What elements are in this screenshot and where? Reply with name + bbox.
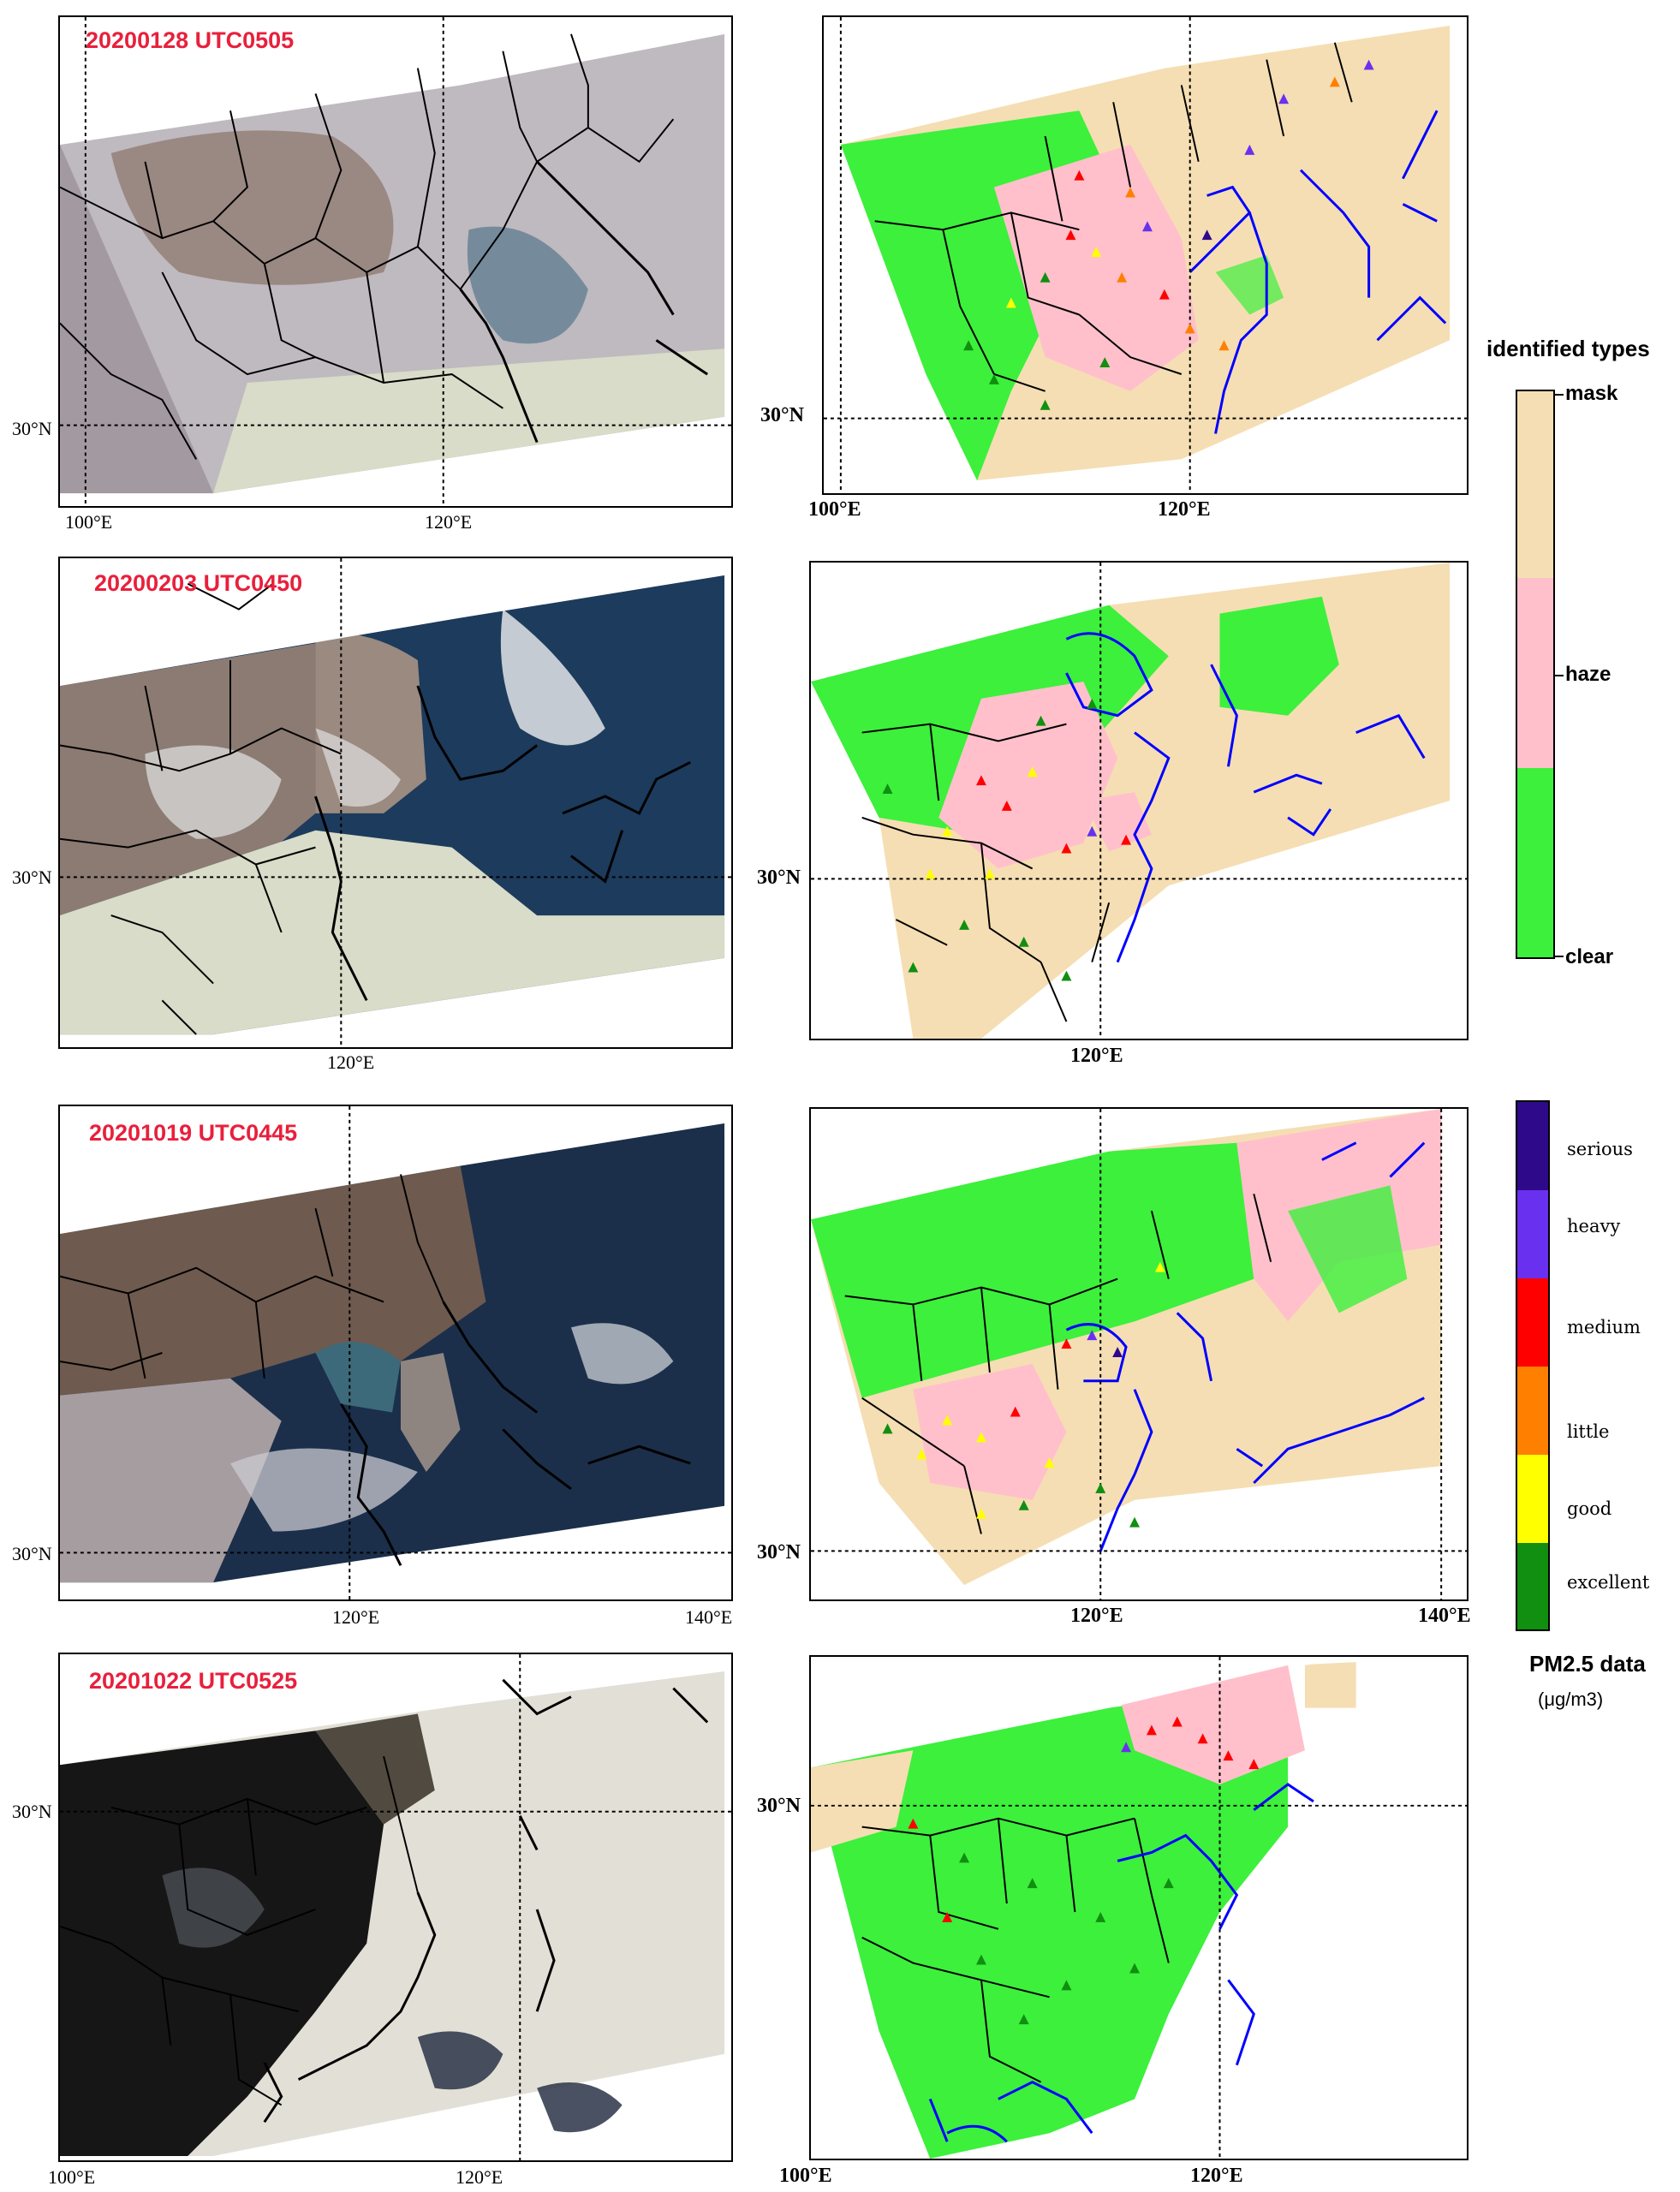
pm-label-medium: medium xyxy=(1567,1317,1641,1337)
satellite-image-2 xyxy=(60,558,731,1047)
lon-label: 120°E xyxy=(1158,498,1211,521)
lat-label: 30°N xyxy=(760,404,804,426)
pm-station-markers xyxy=(882,1261,1165,1528)
identified-panel-3 xyxy=(809,1107,1469,1601)
lon-label: 100°E xyxy=(65,511,113,533)
lat-label: 30°N xyxy=(757,1541,801,1564)
haze-swatch xyxy=(1517,578,1553,768)
satellite-panel-3: 20201019 UTC0445 xyxy=(58,1105,733,1601)
lat-label: 30°N xyxy=(757,1795,801,1817)
identified-types-title: identified types xyxy=(1486,336,1650,361)
lon-label: 120°E xyxy=(1070,1605,1123,1627)
panel-title: 20201019 UTC0445 xyxy=(89,1120,298,1146)
mask-swatch xyxy=(1517,391,1553,578)
satellite-image-4 xyxy=(60,1654,731,2160)
medium-swatch xyxy=(1517,1278,1548,1367)
lon-label: 120°E xyxy=(425,511,473,533)
colorbar-tick xyxy=(1555,394,1564,396)
lat-label: 30°N xyxy=(12,418,52,439)
lat-label: 30°N xyxy=(757,867,801,889)
panel-title: 20200128 UTC0505 xyxy=(86,27,295,53)
lon-label: 120°E xyxy=(1190,2165,1243,2187)
pm-station-markers xyxy=(908,1716,1260,2025)
legend-label-mask: mask xyxy=(1565,382,1618,405)
pm25-title: PM2.5 data xyxy=(1529,1651,1646,1677)
pm-label-serious: serious xyxy=(1567,1139,1633,1159)
identified-map-4 xyxy=(811,1657,1467,2159)
identified-map-3 xyxy=(811,1109,1467,1599)
clear-swatch xyxy=(1517,768,1553,957)
colorbar-tick xyxy=(1555,956,1564,957)
lat-label: 30°N xyxy=(12,1543,52,1564)
identified-panel-2 xyxy=(809,561,1469,1040)
lon-label: 140°E xyxy=(1418,1605,1471,1627)
panel-title: 20200203 UTC0450 xyxy=(94,570,303,596)
satellite-image-3 xyxy=(60,1106,731,1599)
lon-label: 140°E xyxy=(685,1606,733,1628)
colorbar-tick xyxy=(1555,675,1564,676)
lon-label: 100°E xyxy=(808,498,861,521)
serious-swatch xyxy=(1517,1102,1548,1190)
panel-title: 20201022 UTC0525 xyxy=(89,1668,298,1694)
excellent-swatch xyxy=(1517,1543,1548,1629)
lon-label: 120°E xyxy=(327,1051,375,1073)
identified-panel-1 xyxy=(822,15,1469,495)
identified-types-colorbar xyxy=(1516,390,1555,959)
lon-label: 100°E xyxy=(779,2165,832,2187)
pm-station-markers xyxy=(882,698,1132,981)
lon-label: 120°E xyxy=(456,2166,503,2188)
pm25-colorbar xyxy=(1516,1100,1550,1631)
identified-map-1 xyxy=(824,17,1467,493)
lat-label: 30°N xyxy=(12,867,52,888)
identified-map-2 xyxy=(811,563,1467,1039)
satellite-panel-4: 20201022 UTC0525 xyxy=(58,1653,733,2162)
pm-label-little: little xyxy=(1567,1421,1610,1442)
satellite-panel-2: 20200203 UTC0450 xyxy=(58,557,733,1049)
satellite-image-1 xyxy=(60,17,731,506)
little-swatch xyxy=(1517,1367,1548,1455)
identified-panel-4 xyxy=(809,1655,1469,2160)
pm25-unit: (μg/m3) xyxy=(1538,1689,1604,1710)
pm-label-good: good xyxy=(1567,1498,1612,1519)
heavy-swatch xyxy=(1517,1190,1548,1278)
lon-label: 120°E xyxy=(1070,1045,1123,1067)
legend-label-haze: haze xyxy=(1565,663,1611,686)
satellite-panel-1: 20200128 UTC0505 xyxy=(58,15,733,508)
pm-label-heavy: heavy xyxy=(1567,1216,1621,1236)
pm-label-excellent: excellent xyxy=(1567,1572,1650,1593)
pm-station-markers xyxy=(963,59,1374,410)
lon-label: 100°E xyxy=(48,2166,96,2188)
lon-label: 120°E xyxy=(332,1606,380,1628)
lat-label: 30°N xyxy=(12,1801,52,1822)
good-swatch xyxy=(1517,1455,1548,1543)
legend-label-clear: clear xyxy=(1565,945,1614,968)
